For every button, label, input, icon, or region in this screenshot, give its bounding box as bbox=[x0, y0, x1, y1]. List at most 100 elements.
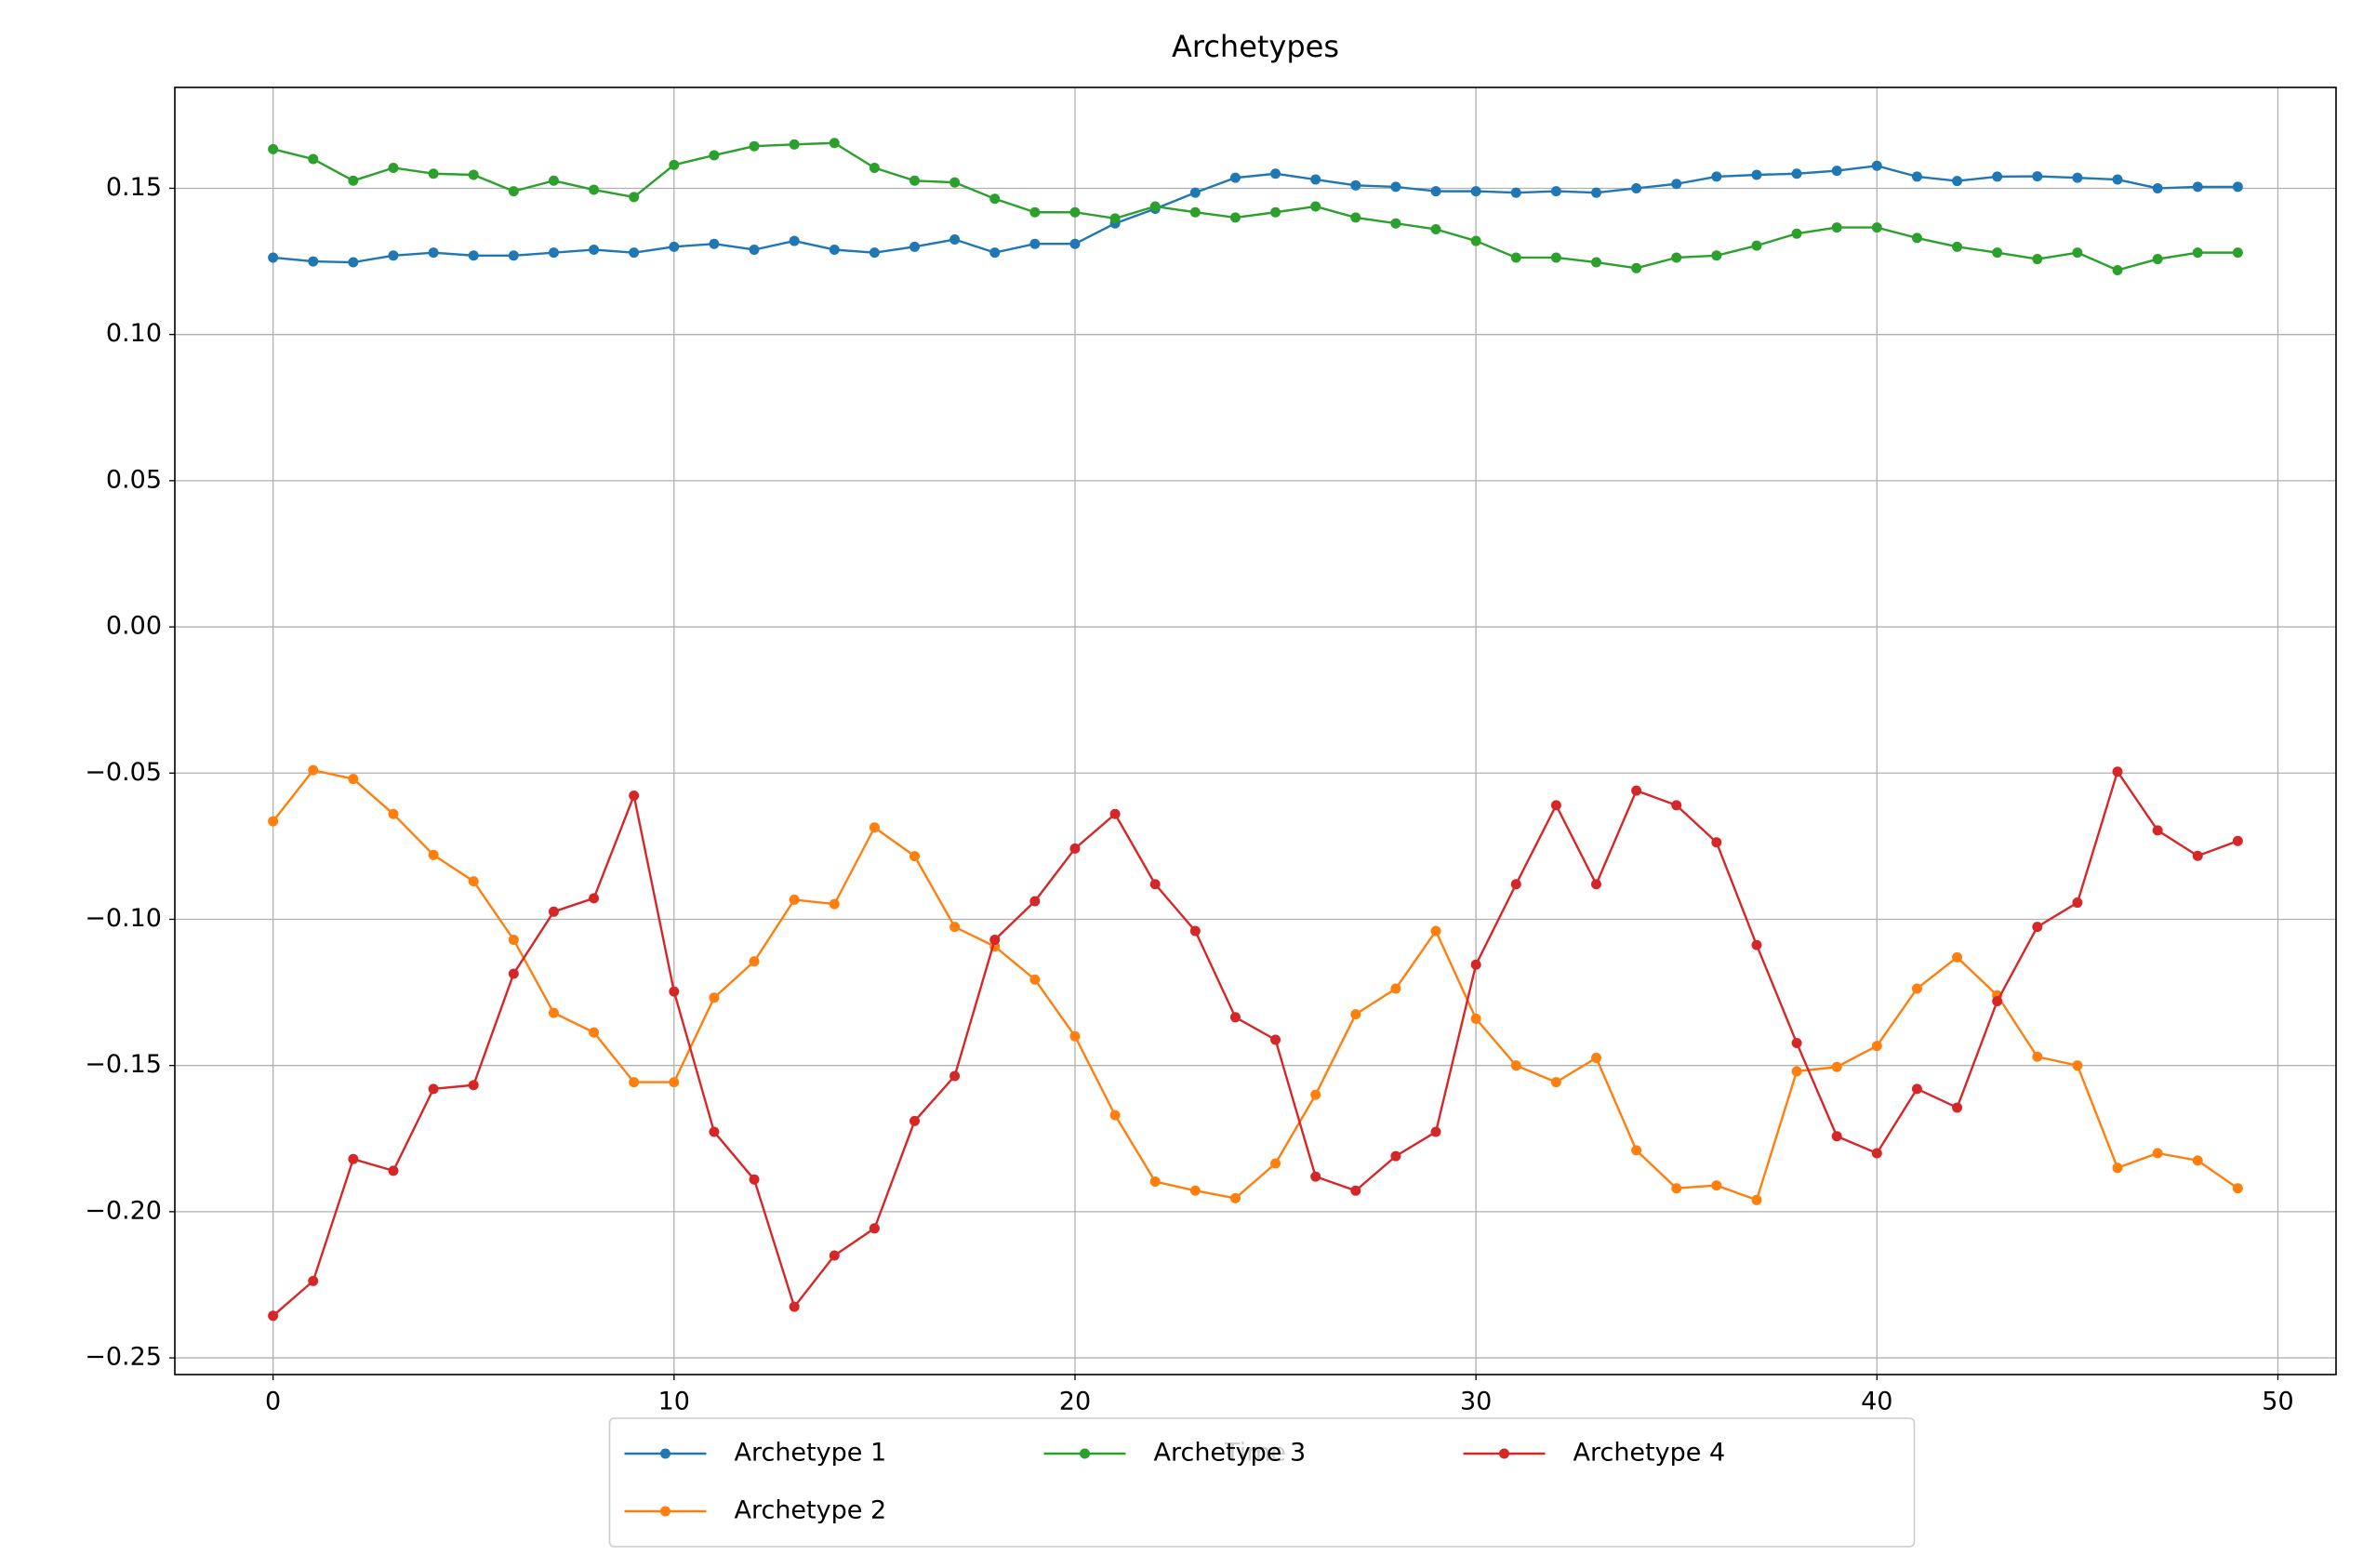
data-point bbox=[1189, 206, 1201, 218]
data-point bbox=[1430, 186, 1441, 197]
data-point bbox=[749, 140, 760, 152]
data-point bbox=[2032, 922, 2043, 933]
data-point bbox=[1911, 171, 1922, 182]
data-point bbox=[1671, 800, 1682, 811]
data-point bbox=[1310, 1171, 1321, 1182]
data-point bbox=[1069, 1030, 1081, 1042]
data-point bbox=[1229, 212, 1241, 223]
data-point bbox=[1751, 169, 1762, 180]
data-point bbox=[1069, 238, 1081, 249]
data-point bbox=[2232, 835, 2243, 846]
data-point bbox=[1510, 1060, 1521, 1071]
data-point bbox=[1631, 1145, 1642, 1156]
legend-marker bbox=[660, 1506, 670, 1517]
data-point bbox=[1992, 247, 2003, 259]
data-point bbox=[589, 893, 600, 904]
data-point bbox=[268, 816, 279, 827]
data-point bbox=[1911, 233, 1922, 244]
data-point bbox=[1911, 1083, 1922, 1095]
data-point bbox=[1831, 166, 1842, 177]
data-point bbox=[1069, 843, 1081, 854]
data-point bbox=[669, 159, 680, 170]
data-point bbox=[1149, 1176, 1161, 1187]
data-point bbox=[1310, 174, 1321, 185]
data-point bbox=[1470, 235, 1481, 246]
data-point bbox=[468, 250, 479, 261]
data-point bbox=[1149, 879, 1161, 890]
data-point bbox=[1831, 1061, 1842, 1072]
data-point bbox=[268, 1310, 279, 1322]
data-point bbox=[548, 1007, 559, 1018]
data-point bbox=[829, 138, 840, 149]
data-point bbox=[1510, 252, 1521, 263]
data-point bbox=[789, 235, 800, 246]
data-point bbox=[1350, 212, 1361, 223]
data-point bbox=[1952, 951, 1963, 963]
data-point bbox=[2192, 181, 2203, 193]
data-point bbox=[1871, 160, 1882, 171]
data-point bbox=[709, 150, 720, 161]
data-point bbox=[1310, 201, 1321, 212]
y-tick-label: 0.15 bbox=[106, 173, 162, 202]
data-point bbox=[789, 139, 800, 150]
data-point bbox=[2232, 1183, 2243, 1194]
data-point bbox=[1109, 213, 1121, 224]
data-point bbox=[548, 906, 559, 917]
y-tick-label: −0.20 bbox=[85, 1196, 162, 1225]
x-tick-label: 40 bbox=[1861, 1388, 1892, 1416]
data-point bbox=[1751, 1194, 1762, 1205]
data-point bbox=[468, 1080, 479, 1091]
data-point bbox=[1270, 206, 1281, 218]
data-point bbox=[989, 247, 1001, 259]
data-point bbox=[508, 934, 519, 945]
data-point bbox=[2072, 172, 2083, 183]
data-point bbox=[709, 238, 720, 249]
data-point bbox=[1590, 257, 1601, 268]
data-point bbox=[1751, 939, 1762, 950]
data-point bbox=[388, 250, 399, 261]
data-point bbox=[829, 898, 840, 910]
data-point bbox=[2072, 247, 2083, 259]
data-point bbox=[1911, 983, 1922, 994]
data-point bbox=[1029, 238, 1041, 249]
data-point bbox=[1310, 1089, 1321, 1100]
data-point bbox=[508, 186, 519, 197]
data-point bbox=[308, 1275, 319, 1286]
data-point bbox=[388, 1165, 399, 1176]
data-point bbox=[1791, 1037, 1802, 1048]
data-point bbox=[1470, 959, 1481, 970]
data-point bbox=[1550, 252, 1561, 263]
data-point bbox=[308, 256, 319, 267]
data-point bbox=[1631, 785, 1642, 796]
data-point bbox=[1510, 879, 1521, 890]
data-point bbox=[1350, 1009, 1361, 1020]
data-point bbox=[1350, 179, 1361, 191]
data-point bbox=[2232, 181, 2243, 193]
series-line bbox=[272, 770, 2238, 1317]
data-point bbox=[989, 934, 1001, 945]
data-point bbox=[1831, 222, 1842, 233]
data-point bbox=[1550, 186, 1561, 197]
data-point bbox=[268, 143, 279, 154]
data-point bbox=[1871, 1148, 1882, 1159]
chart-title: Archetypes bbox=[1172, 29, 1339, 64]
data-point bbox=[388, 162, 399, 173]
data-point bbox=[869, 162, 880, 173]
data-point bbox=[629, 1077, 640, 1088]
data-point bbox=[709, 992, 720, 1003]
data-point bbox=[829, 244, 840, 255]
data-point bbox=[1430, 223, 1441, 234]
data-point bbox=[949, 1070, 961, 1082]
y-tick-label: −0.10 bbox=[85, 904, 162, 933]
legend-marker bbox=[1499, 1448, 1509, 1459]
y-tick-label: −0.25 bbox=[85, 1343, 162, 1372]
data-point bbox=[1590, 1053, 1601, 1064]
data-point bbox=[1711, 837, 1722, 848]
data-point bbox=[1590, 187, 1601, 198]
data-point bbox=[949, 177, 961, 188]
data-point bbox=[1711, 250, 1722, 261]
data-point bbox=[1711, 171, 1722, 182]
data-point bbox=[2032, 254, 2043, 265]
data-point bbox=[909, 851, 921, 862]
data-point bbox=[2032, 171, 2043, 182]
